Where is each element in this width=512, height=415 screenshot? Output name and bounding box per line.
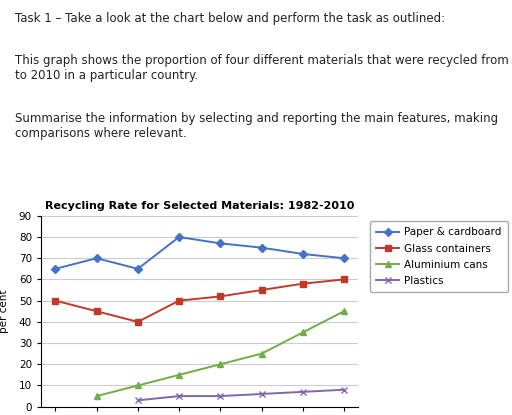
Paper & cardboard xyxy=(341,256,347,261)
Legend: Paper & cardboard, Glass containers, Aluminium cans, Plastics: Paper & cardboard, Glass containers, Alu… xyxy=(370,221,508,292)
Aluminium cans xyxy=(217,362,223,367)
Aluminium cans xyxy=(176,372,182,377)
Text: Summarise the information by selecting and reporting the main features, making
c: Summarise the information by selecting a… xyxy=(15,112,499,140)
Glass containers xyxy=(135,320,141,325)
Line: Plastics: Plastics xyxy=(135,387,347,403)
Glass containers xyxy=(300,281,306,286)
Glass containers xyxy=(341,277,347,282)
Glass containers xyxy=(94,309,100,314)
Glass containers xyxy=(259,288,265,293)
Plastics xyxy=(300,389,306,394)
Plastics xyxy=(217,393,223,398)
Paper & cardboard xyxy=(135,266,141,271)
Paper & cardboard xyxy=(259,245,265,250)
Glass containers xyxy=(176,298,182,303)
Paper & cardboard xyxy=(94,256,100,261)
Plastics xyxy=(259,391,265,396)
Line: Aluminium cans: Aluminium cans xyxy=(94,308,347,399)
Aluminium cans xyxy=(300,330,306,335)
Paper & cardboard xyxy=(300,251,306,256)
Paper & cardboard xyxy=(217,241,223,246)
Line: Paper & cardboard: Paper & cardboard xyxy=(52,234,347,272)
Plastics xyxy=(135,398,141,403)
Line: Glass containers: Glass containers xyxy=(52,276,347,325)
Glass containers xyxy=(52,298,58,303)
Paper & cardboard xyxy=(176,234,182,239)
Y-axis label: per cent: per cent xyxy=(0,290,9,333)
Aluminium cans xyxy=(94,393,100,398)
Paper & cardboard xyxy=(52,266,58,271)
Aluminium cans xyxy=(341,309,347,314)
Aluminium cans xyxy=(135,383,141,388)
Text: Task 1 – Take a look at the chart below and perform the task as outlined:: Task 1 – Take a look at the chart below … xyxy=(15,12,445,25)
Plastics xyxy=(341,387,347,392)
Glass containers xyxy=(217,294,223,299)
Title: Recycling Rate for Selected Materials: 1982-2010: Recycling Rate for Selected Materials: 1… xyxy=(45,201,354,211)
Aluminium cans xyxy=(259,351,265,356)
Text: This graph shows the proportion of four different materials that were recycled f: This graph shows the proportion of four … xyxy=(15,54,512,82)
Plastics xyxy=(176,393,182,398)
